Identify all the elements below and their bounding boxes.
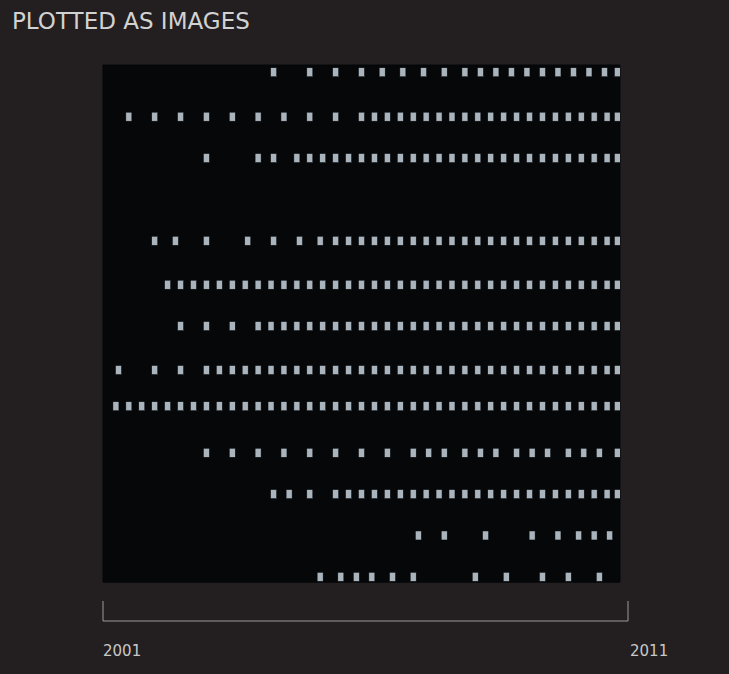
svg-text:2011: 2011 <box>630 642 668 660</box>
html-text:PLOTTED AS IMAGES: PLOTTED AS IMAGES <box>12 8 250 34</box>
svg-text:2001: 2001 <box>103 642 141 660</box>
